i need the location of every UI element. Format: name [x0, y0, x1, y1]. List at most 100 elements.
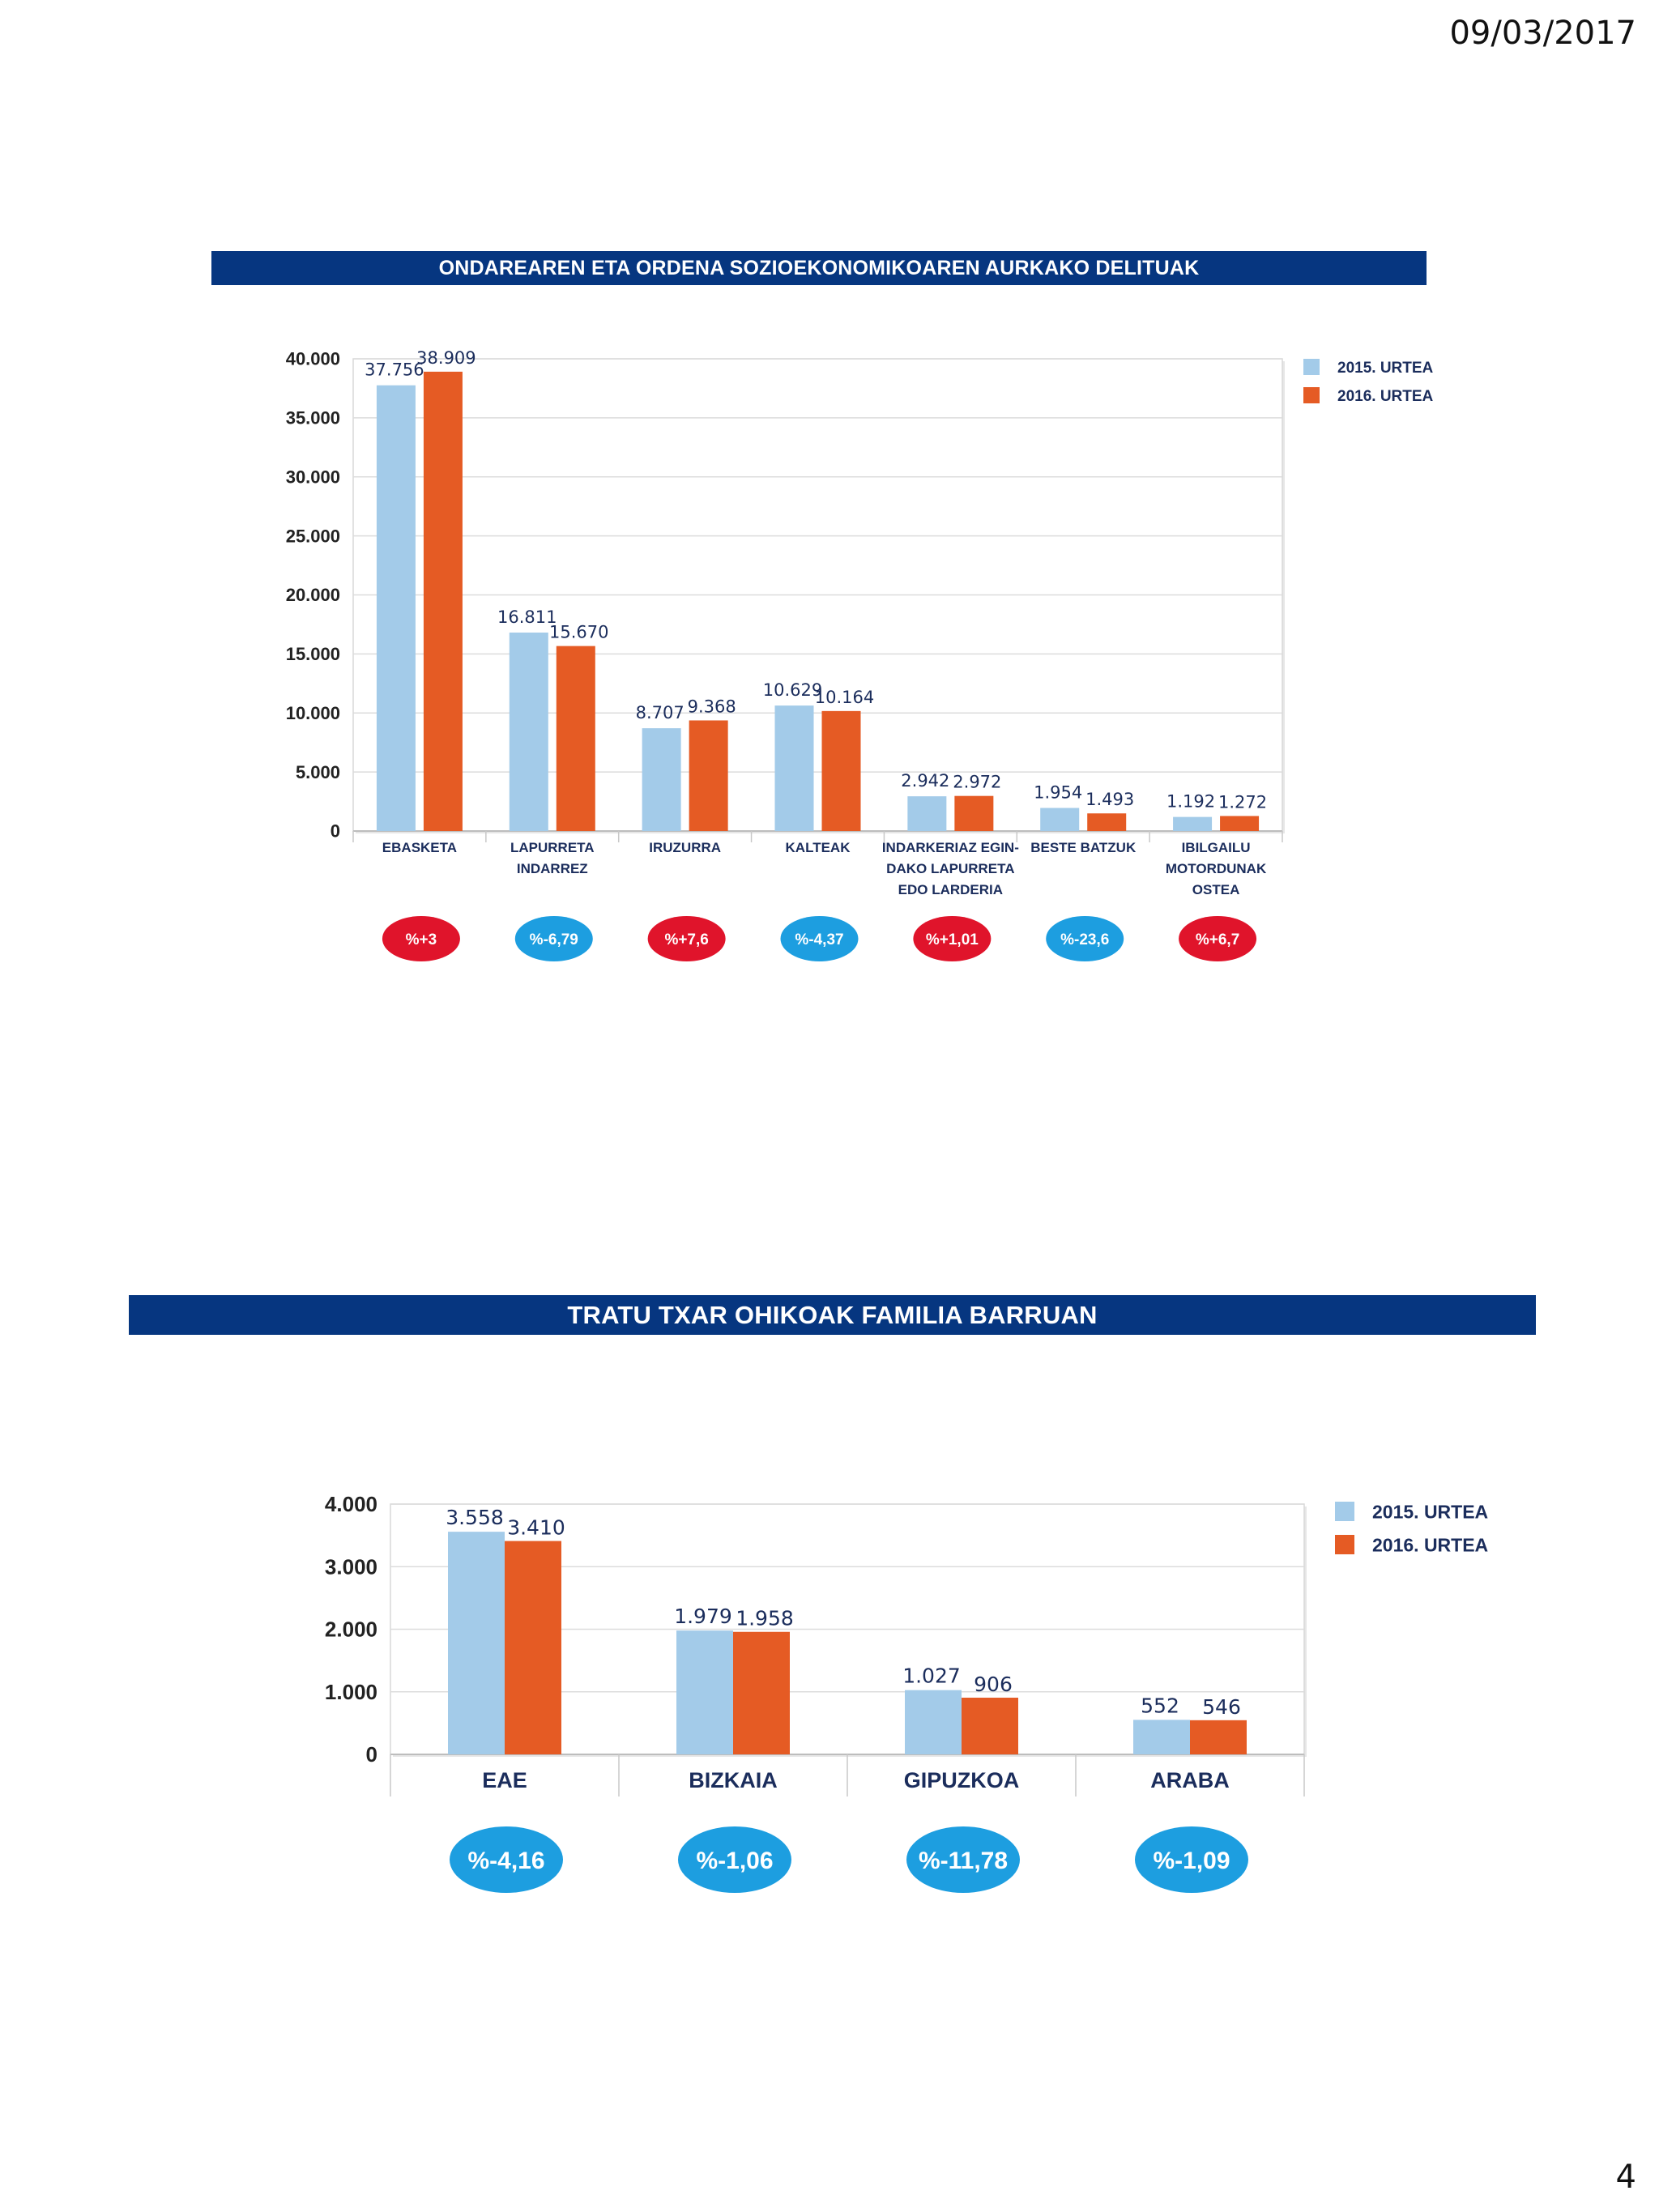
change-badge-label: %-4,16 — [467, 1848, 544, 1874]
change-badge — [1179, 916, 1257, 961]
change-badge-label: %-1,09 — [1153, 1848, 1230, 1874]
value-label: 552 — [1141, 1694, 1179, 1717]
category-label: IRUZURRA — [649, 840, 721, 855]
category-label: KALTEAK — [786, 840, 851, 855]
change-badge — [1046, 916, 1124, 961]
change-badge — [913, 916, 992, 961]
category-label: GIPUZKOA — [904, 1768, 1020, 1792]
bar-2016 — [821, 710, 861, 831]
value-label: 10.629 — [763, 680, 822, 700]
value-label: 1.958 — [736, 1607, 794, 1630]
category-label: IBILGAILU — [1182, 840, 1251, 855]
value-label: 37.756 — [365, 360, 424, 380]
value-label: 1.979 — [674, 1605, 732, 1628]
value-label: 1.192 — [1166, 792, 1215, 812]
bar-2015 — [1173, 816, 1213, 831]
bar-2016 — [1220, 816, 1260, 831]
chart2-title-banner: TRATU TXAR OHIKOAK FAMILIA BARRUAN — [129, 1295, 1536, 1335]
value-label: 10.164 — [815, 688, 874, 707]
legend-swatch-2015 — [1335, 1502, 1354, 1521]
change-badge — [906, 1826, 1020, 1893]
y-tick-label: 15.000 — [286, 644, 340, 664]
change-badge — [647, 916, 726, 961]
y-tick-label: 0 — [331, 821, 340, 842]
value-label: 9.368 — [688, 697, 736, 716]
bar-2015 — [774, 705, 814, 831]
change-badge — [678, 1826, 791, 1893]
legend-label: 2016. URTEA — [1372, 1534, 1488, 1555]
bar-2016 — [1087, 813, 1127, 831]
bar-2015 — [448, 1532, 505, 1754]
slide-date: 09/03/2017 — [1449, 15, 1636, 52]
bar-2015 — [676, 1630, 733, 1754]
category-label: BIZKAIA — [689, 1768, 778, 1792]
value-label: 16.811 — [497, 607, 557, 627]
value-label: 8.707 — [636, 703, 684, 722]
category-label: ARABA — [1150, 1768, 1230, 1792]
value-label: 3.410 — [507, 1516, 565, 1540]
bar-2015 — [907, 796, 947, 831]
legend-swatch-2016 — [1303, 387, 1320, 403]
change-badge-label: %+6,7 — [1196, 931, 1239, 948]
category-label: DAKO LAPURRETA — [886, 861, 1014, 876]
change-badge — [450, 1826, 563, 1893]
value-label: 906 — [974, 1673, 1013, 1696]
y-tick-label: 10.000 — [286, 703, 340, 723]
category-label: MOTORDUNAK — [1166, 861, 1267, 876]
value-label: 1.954 — [1034, 783, 1082, 803]
change-badge-label: %-4,37 — [795, 931, 843, 948]
bar-2016 — [556, 646, 595, 831]
y-tick-label: 20.000 — [286, 585, 340, 605]
change-badge-label: %+3 — [406, 931, 437, 948]
value-label: 2.972 — [953, 773, 1001, 792]
category-label: INDARREZ — [517, 861, 588, 876]
property-crimes-chart: 0 5.000 10.000 15.000 20.000 25.000 30.000 35.0… — [286, 348, 1434, 961]
y-tick-label: 0 — [366, 1742, 377, 1767]
y-tick-label: 3.000 — [325, 1554, 377, 1579]
change-badge-label: %+7,6 — [664, 931, 708, 948]
value-label: 38.909 — [416, 348, 476, 368]
y-tick-label: 2.000 — [325, 1617, 377, 1642]
y-tick-label: 25.000 — [286, 526, 340, 546]
change-badge-label: %-11,78 — [919, 1848, 1008, 1874]
category-label: EDO LARDERIA — [898, 882, 1003, 897]
value-label: 15.670 — [549, 623, 608, 642]
y-tick-label: 5.000 — [296, 762, 340, 782]
category-label: OSTEA — [1192, 882, 1240, 897]
legend-label: 2016. URTEA — [1337, 388, 1434, 405]
y-tick-label: 4.000 — [325, 1492, 377, 1516]
page-number: 4 — [1615, 2159, 1636, 2196]
bar-2016 — [962, 1698, 1018, 1754]
category-label: EBASKETA — [382, 840, 457, 855]
value-label: 546 — [1202, 1695, 1241, 1719]
change-badge — [780, 916, 859, 961]
bar-2015 — [1133, 1720, 1190, 1754]
value-label: 1.027 — [902, 1664, 961, 1688]
category-label: EAE — [482, 1768, 527, 1792]
change-badge — [514, 916, 593, 961]
value-label: 2.942 — [901, 771, 949, 791]
change-badge — [1135, 1826, 1248, 1893]
chart1-title-banner: ONDAREAREN ETA ORDENA SOZIOEKONOMIKOAREN… — [211, 251, 1427, 285]
bar-2016 — [954, 795, 994, 831]
legend-label: 2015. URTEA — [1372, 1501, 1488, 1522]
category-label: BESTE BATZUK — [1030, 840, 1137, 855]
change-badge — [382, 916, 460, 961]
bar-2016 — [733, 1631, 790, 1754]
bar-2016 — [689, 720, 728, 831]
bar-2016 — [1190, 1720, 1247, 1754]
y-tick-label: 35.000 — [286, 408, 340, 428]
change-badge-label: %-1,06 — [696, 1848, 773, 1874]
value-label: 1.272 — [1218, 792, 1267, 812]
y-tick-label: 30.000 — [286, 467, 340, 487]
category-label: INDARKERIAZ EGIN- — [882, 840, 1019, 855]
category-label: LAPURRETA — [510, 840, 595, 855]
value-label: 1.493 — [1085, 790, 1134, 809]
y-tick-label: 40.000 — [286, 349, 340, 369]
value-label: 3.558 — [446, 1506, 504, 1529]
bar-2015 — [376, 385, 416, 831]
bar-2015 — [905, 1690, 962, 1754]
legend-swatch-2016 — [1335, 1535, 1354, 1554]
bar-2015 — [1040, 808, 1080, 831]
